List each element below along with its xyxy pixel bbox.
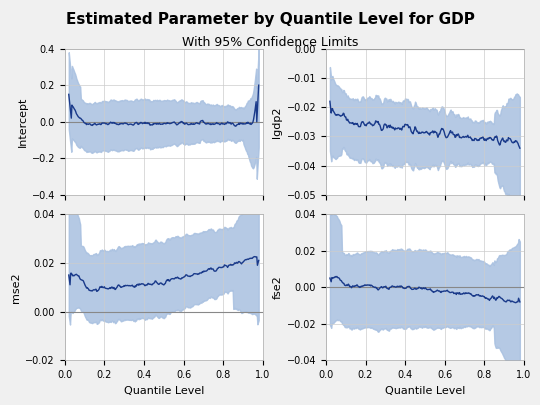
Text: Estimated Parameter by Quantile Level for GDP: Estimated Parameter by Quantile Level fo…	[65, 12, 475, 27]
Y-axis label: Intercept: Intercept	[17, 97, 28, 147]
Y-axis label: fse2: fse2	[273, 275, 282, 299]
Y-axis label: mse2: mse2	[11, 272, 21, 303]
X-axis label: Quantile Level: Quantile Level	[124, 386, 204, 396]
X-axis label: Quantile Level: Quantile Level	[384, 386, 465, 396]
Y-axis label: lgdp2: lgdp2	[273, 106, 282, 138]
Text: With 95% Confidence Limits: With 95% Confidence Limits	[182, 36, 358, 49]
